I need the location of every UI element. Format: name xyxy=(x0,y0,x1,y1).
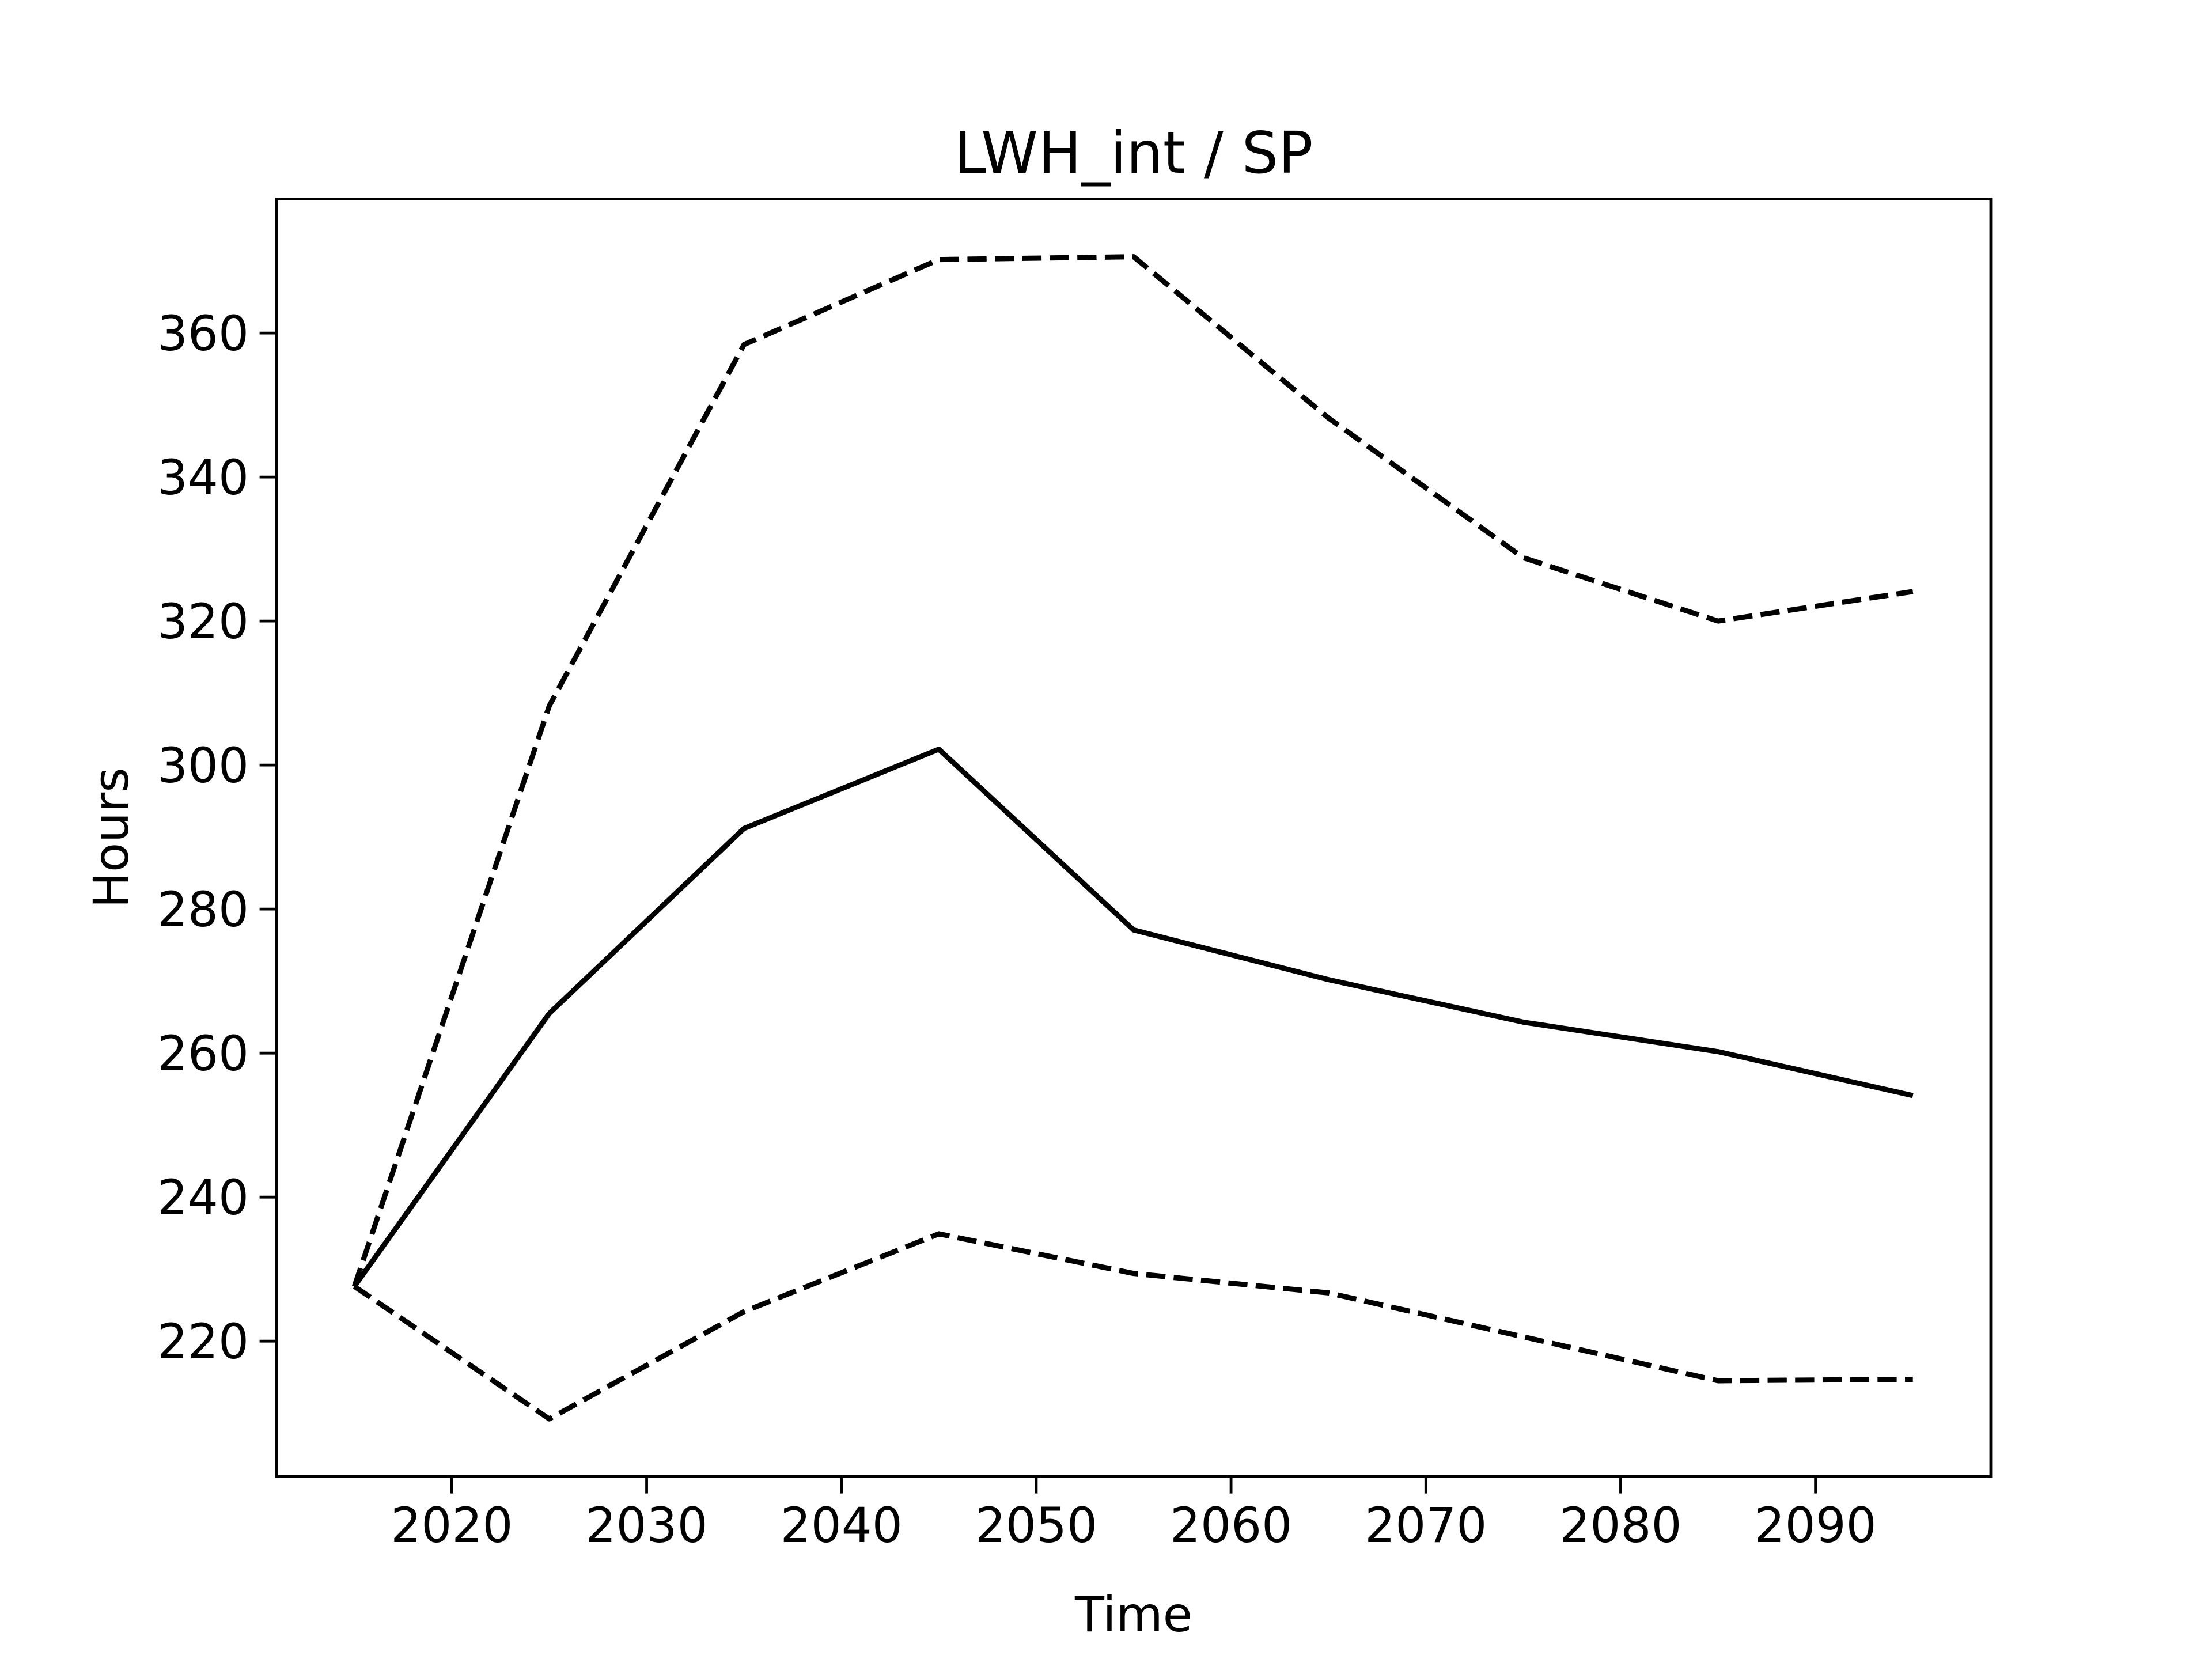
y-tick-label: 240 xyxy=(157,1170,249,1226)
y-tick-label: 260 xyxy=(157,1026,249,1082)
x-tick-label: 2050 xyxy=(975,1498,1097,1554)
x-tick-label: 2020 xyxy=(391,1498,513,1554)
line-series xyxy=(353,1231,1913,1422)
y-tick-label: 320 xyxy=(157,594,249,650)
y-tick-label: 280 xyxy=(157,882,249,938)
x-tick-label: 2040 xyxy=(781,1498,903,1554)
x-tick-label: 2060 xyxy=(1170,1498,1292,1554)
y-tick-label: 340 xyxy=(157,450,249,506)
x-axis-label: Time xyxy=(1074,1587,1192,1643)
line-series xyxy=(352,254,1914,1287)
y-tick-label: 300 xyxy=(157,738,249,794)
y-tick-label: 360 xyxy=(157,306,249,362)
x-tick-label: 2030 xyxy=(585,1498,707,1554)
y-tick-label: 220 xyxy=(157,1314,249,1370)
y-axis-label: Hours xyxy=(84,767,139,908)
chart-title: LWH_int / SP xyxy=(954,119,1313,187)
x-tick-label: 2090 xyxy=(1755,1498,1877,1554)
x-tick-label: 2080 xyxy=(1559,1498,1681,1554)
plot-frame xyxy=(275,198,1993,1478)
line-series xyxy=(352,747,1914,1288)
x-tick-label: 2070 xyxy=(1365,1498,1487,1554)
